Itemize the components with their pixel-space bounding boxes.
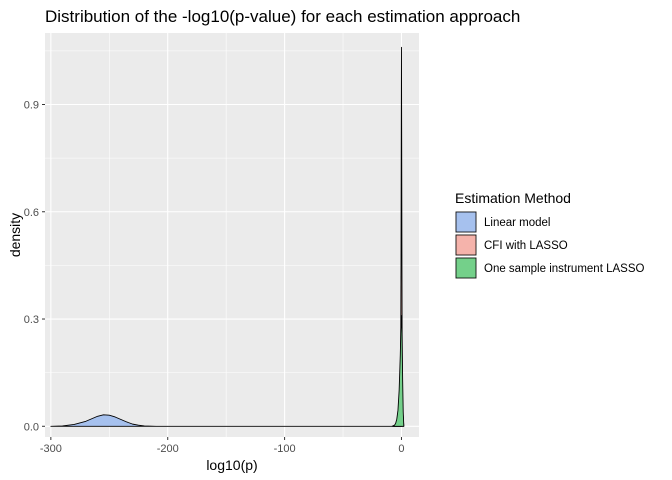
y-tick-label: 0.3 [24, 314, 39, 326]
legend-title: Estimation Method [455, 190, 571, 206]
y-tick-label: 0.6 [24, 207, 39, 219]
legend-label: Linear model [484, 217, 550, 229]
legend-key-swatch [455, 257, 477, 279]
x-tick-label: -300 [40, 443, 62, 455]
legend-label: CFI with LASSO [484, 240, 568, 252]
legend-label: One sample instrument LASSO [484, 263, 644, 275]
y-axis-title: density [7, 213, 23, 257]
chart-title: Distribution of the -log10(p-value) for … [45, 7, 520, 26]
axis-ticks: -300 -200 -100 0 0.0 0.3 0.6 0.9 [24, 100, 405, 455]
x-tick-label: 0 [398, 443, 404, 455]
legend-key-swatch [455, 234, 477, 256]
plot-panel [45, 33, 419, 437]
legend: Estimation Method Linear model CFI with L… [455, 190, 644, 279]
density-area-series-3 [391, 314, 405, 427]
x-tick-label: -200 [157, 443, 179, 455]
x-tick-label: -100 [274, 443, 296, 455]
y-tick-label: 0.0 [24, 421, 39, 433]
density-areas [50, 46, 405, 427]
legend-key-swatch [455, 211, 477, 233]
x-axis-title: log10(p) [206, 457, 257, 473]
y-tick-label: 0.9 [24, 100, 39, 112]
legend-items: Linear model CFI with LASSO One sample ins… [455, 211, 644, 279]
